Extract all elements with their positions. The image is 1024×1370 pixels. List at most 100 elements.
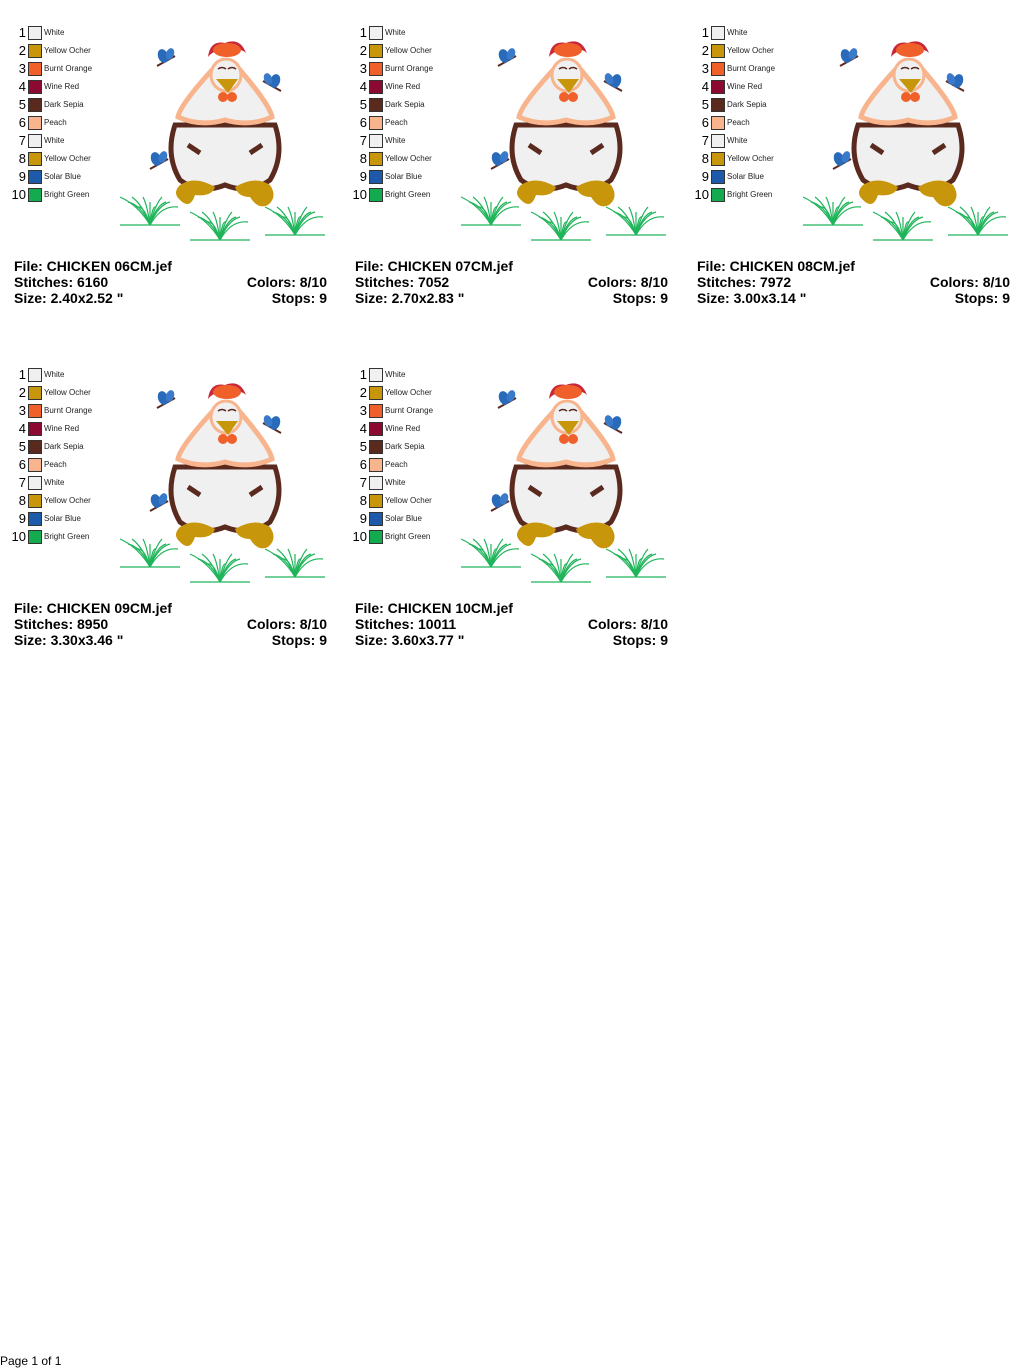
color-swatch [28, 530, 42, 544]
color-swatch [369, 170, 383, 184]
color-entry: 4 Wine Red [351, 80, 451, 94]
design-info: File: CHICKEN 07CM.jef Stitches: 7052 Col… [355, 258, 668, 306]
color-number: 10 [352, 187, 367, 202]
color-number: 9 [359, 511, 367, 526]
color-number: 1 [701, 25, 709, 40]
design-info: File: CHICKEN 09CM.jef Stitches: 8950 Col… [14, 600, 327, 648]
color-swatch [28, 116, 42, 130]
color-swatch [28, 134, 42, 148]
design-size: Size: 3.00x3.14 " [697, 290, 807, 306]
color-name: White [44, 136, 65, 145]
color-number: 10 [352, 529, 367, 544]
color-name: Solar Blue [385, 514, 422, 523]
design-card: 1 White 2 Yellow Ocher 3 Burnt Orange 4 … [351, 26, 671, 316]
color-number: 8 [18, 151, 26, 166]
color-swatch [28, 440, 42, 454]
color-swatch [369, 530, 383, 544]
color-name: Yellow Ocher [385, 154, 432, 163]
color-number: 5 [359, 439, 367, 454]
color-number: 4 [359, 421, 367, 436]
color-swatch [369, 80, 383, 94]
color-entry: 10 Bright Green [693, 188, 793, 202]
color-swatch [28, 170, 42, 184]
color-name: Wine Red [44, 82, 80, 91]
file-name: File: CHICKEN 08CM.jef [697, 258, 855, 274]
color-number: 9 [359, 169, 367, 184]
color-entry: 7 White [351, 134, 451, 148]
color-number: 3 [701, 61, 709, 76]
color-swatch [28, 494, 42, 508]
color-number: 8 [359, 151, 367, 166]
color-number: 1 [18, 367, 26, 382]
color-number: 10 [694, 187, 709, 202]
color-name: Burnt Orange [44, 406, 93, 415]
color-swatch [28, 26, 42, 40]
color-name: White [385, 478, 406, 487]
color-entry: 2 Yellow Ocher [10, 386, 110, 400]
color-name: Burnt Orange [44, 64, 93, 73]
color-entry: 2 Yellow Ocher [10, 44, 110, 58]
color-swatch [369, 152, 383, 166]
color-entry: 9 Solar Blue [693, 170, 793, 184]
color-name: Dark Sepia [385, 442, 425, 451]
color-name: White [385, 28, 406, 37]
color-swatch [28, 368, 42, 382]
file-name: File: CHICKEN 09CM.jef [14, 600, 172, 616]
color-entry: 6 Peach [351, 116, 451, 130]
color-swatch [369, 458, 383, 472]
color-number: 4 [18, 79, 26, 94]
color-entry: 8 Yellow Ocher [10, 152, 110, 166]
color-entry: 2 Yellow Ocher [351, 44, 451, 58]
color-name: Peach [727, 118, 750, 127]
color-swatch [369, 134, 383, 148]
color-name: Yellow Ocher [44, 388, 91, 397]
color-number: 3 [359, 61, 367, 76]
color-name: Solar Blue [44, 172, 81, 181]
color-number: 8 [359, 493, 367, 508]
color-name: Peach [385, 460, 408, 469]
color-entry: 8 Yellow Ocher [10, 494, 110, 508]
color-number: 5 [18, 439, 26, 454]
chicken-embroidery-image [119, 377, 330, 592]
color-number: 2 [359, 43, 367, 58]
color-swatch [28, 44, 42, 58]
color-swatch [369, 422, 383, 436]
color-swatch [28, 188, 42, 202]
color-entry: 5 Dark Sepia [351, 440, 451, 454]
stitch-count: Stitches: 8950 [14, 616, 109, 632]
page-number: Page 1 of 1 [0, 1354, 62, 1368]
color-swatch [369, 494, 383, 508]
design-size: Size: 2.70x2.83 " [355, 290, 465, 306]
color-entry: 3 Burnt Orange [10, 62, 110, 76]
color-number: 7 [359, 475, 367, 490]
color-name: Yellow Ocher [727, 46, 774, 55]
color-entry: 3 Burnt Orange [10, 404, 110, 418]
color-name: White [385, 370, 406, 379]
color-name: Solar Blue [385, 172, 422, 181]
color-entry: 2 Yellow Ocher [351, 386, 451, 400]
color-name: Wine Red [727, 82, 763, 91]
color-entry: 9 Solar Blue [10, 512, 110, 526]
color-name: Bright Green [44, 190, 90, 199]
color-name: Yellow Ocher [727, 154, 774, 163]
color-entry: 1 White [351, 26, 451, 40]
color-swatch [369, 44, 383, 58]
design-info: File: CHICKEN 10CM.jef Stitches: 10011 Co… [355, 600, 668, 648]
color-number: 2 [18, 43, 26, 58]
color-swatch [369, 440, 383, 454]
color-entry: 6 Peach [693, 116, 793, 130]
stitch-count: Stitches: 7052 [355, 274, 450, 290]
design-card: 1 White 2 Yellow Ocher 3 Burnt Orange 4 … [10, 26, 330, 316]
color-swatch [711, 98, 725, 112]
color-name: Peach [44, 118, 67, 127]
color-swatch [711, 26, 725, 40]
color-name: Yellow Ocher [44, 154, 91, 163]
color-number: 1 [18, 25, 26, 40]
color-entry: 5 Dark Sepia [351, 98, 451, 112]
color-swatch [28, 404, 42, 418]
stop-count: Stops: 9 [954, 290, 1010, 306]
color-number: 7 [359, 133, 367, 148]
color-entry: 6 Peach [10, 116, 110, 130]
color-entry: 9 Solar Blue [351, 512, 451, 526]
